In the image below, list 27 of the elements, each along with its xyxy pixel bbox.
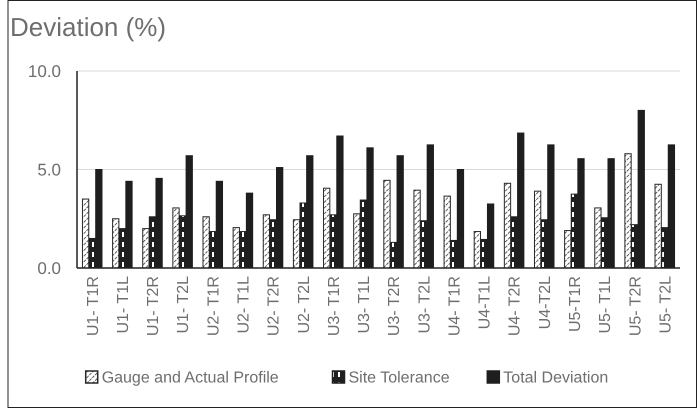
y-tick-label: 10.0 [28, 62, 61, 81]
x-tick-label: U1- T2L [175, 276, 192, 334]
x-tick-label: U3- T2L [416, 276, 434, 334]
x-tick-label: U1- T2R [145, 276, 162, 336]
x-tick-label: U3- T1R [326, 276, 343, 336]
x-tick-label: U2- T2R [266, 276, 283, 336]
x-tick-label: U4-T1L [476, 276, 494, 330]
x-tick-label: U4-T2L [536, 276, 554, 330]
chart-title: Deviation (%) [10, 12, 166, 42]
x-tick-label: U3- T1L [356, 276, 374, 334]
x-tick-label: U1- T1R [84, 276, 102, 336]
x-tick-label: U4- T2R [506, 276, 524, 336]
x-tick-label: U4- T1R [446, 276, 464, 336]
x-tick-label: U5- T2L [657, 276, 674, 334]
legend-label: Gauge and Actual Profile [102, 370, 279, 387]
x-tick-label: U5- T2R [627, 276, 644, 336]
x-tick-label: U2- T1R [205, 276, 222, 336]
x-tick-label: U5- T1L [597, 276, 614, 334]
x-tick-label: U2- T1L [235, 276, 252, 334]
x-tick-label: U5-T1R [566, 276, 584, 332]
legend-label: Total Deviation [503, 370, 608, 387]
legend-label: Site Tolerance [348, 370, 450, 387]
y-tick-label: 0.0 [37, 258, 61, 278]
x-tick-label: U3- T2R [386, 276, 404, 336]
x-tick-label: U2- T2L [296, 276, 313, 334]
x-tick-label: U1- T1L [114, 276, 132, 334]
y-tick-label: 5.0 [37, 160, 61, 180]
